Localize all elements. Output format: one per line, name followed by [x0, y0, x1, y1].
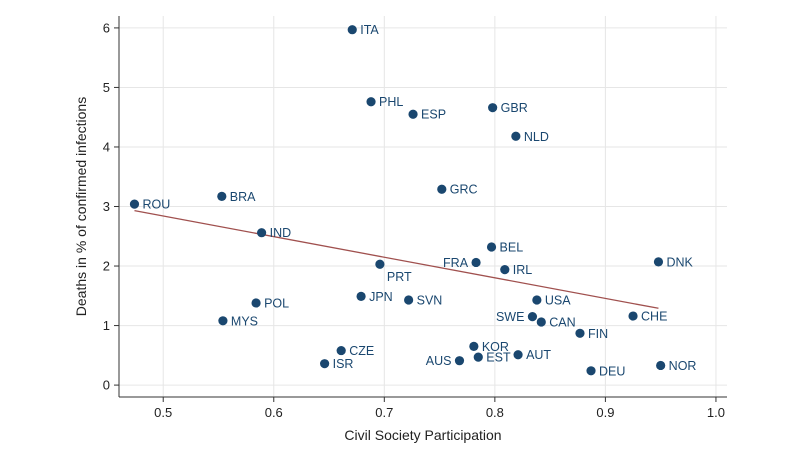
x-tick-label: 0.7 — [375, 405, 393, 420]
point-label: POL — [264, 296, 289, 310]
point-label: USA — [545, 293, 571, 307]
point-label: ESP — [421, 108, 446, 122]
data-point-pol — [251, 298, 261, 308]
point-label: AUT — [526, 348, 551, 362]
x-tick-label: 0.8 — [486, 405, 504, 420]
data-point-rou — [129, 199, 140, 209]
data-point-nld — [511, 131, 521, 141]
point-label: DNK — [666, 255, 693, 269]
y-tick-label: 5 — [103, 80, 110, 95]
y-tick-label: 6 — [103, 20, 110, 35]
data-point-can — [536, 317, 546, 327]
point-labels: ITA PHL ESP GBR NLD GRC ROU BRA IND BEL FRA PRT IRL D… — [142, 23, 696, 378]
x-axis-title: Civil Society Participation — [344, 427, 501, 443]
data-point-bel — [486, 242, 497, 252]
data-points — [129, 25, 666, 376]
data-point-fin — [575, 328, 585, 338]
y-tick-label: 2 — [103, 259, 110, 274]
point-label: ISR — [333, 357, 354, 371]
point-label: GRC — [450, 183, 478, 197]
point-label: ITA — [360, 23, 379, 37]
y-tick-label: 1 — [103, 318, 110, 333]
fit-line-group — [134, 210, 659, 309]
point-label: FIN — [588, 327, 608, 341]
point-label: KOR — [482, 340, 509, 354]
point-label: CAN — [549, 315, 575, 329]
data-point-bra — [217, 191, 227, 201]
point-label: BEL — [500, 240, 524, 254]
x-tick-label: 0.5 — [154, 405, 172, 420]
point-label: EST — [486, 351, 511, 365]
data-point-aut — [513, 350, 523, 360]
fit-line — [134, 210, 659, 309]
point-label: AUS — [426, 354, 452, 368]
point-label: PRT — [387, 270, 412, 284]
point-label: SWE — [496, 310, 524, 324]
point-label: NLD — [524, 130, 549, 144]
data-point-aus — [454, 356, 465, 366]
x-tick-label: 0.9 — [596, 405, 614, 420]
data-point-jpn — [356, 291, 366, 301]
point-label: DEU — [599, 364, 625, 378]
data-point-fra — [471, 257, 481, 268]
point-label: MYS — [231, 314, 258, 328]
data-point-esp — [408, 109, 418, 119]
data-point-swe — [527, 312, 538, 322]
point-label: IND — [270, 226, 292, 240]
point-label: NOR — [669, 359, 697, 373]
point-label: BRA — [230, 190, 256, 204]
data-point-che — [628, 311, 638, 321]
point-label: GBR — [501, 101, 528, 115]
data-point-ind — [257, 228, 267, 238]
data-point-grc — [437, 184, 447, 194]
data-point-usa — [532, 295, 542, 305]
point-label: JPN — [369, 290, 393, 304]
x-tick-label: 0.6 — [265, 405, 283, 420]
y-tick-label: 3 — [103, 199, 110, 214]
x-axis-ticks: 0.5 0.6 0.7 0.8 0.9 1.0 — [154, 397, 725, 420]
y-tick-label: 4 — [103, 139, 110, 154]
grid-lines — [119, 16, 727, 397]
point-label: ROU — [142, 198, 170, 212]
data-point-irl — [500, 265, 510, 275]
point-label: SVN — [417, 293, 443, 307]
data-point-svn — [404, 295, 414, 305]
data-point-dnk — [653, 257, 664, 267]
data-point-deu — [586, 366, 596, 376]
data-point-prt — [375, 259, 385, 269]
point-label: IRL — [513, 263, 533, 277]
data-point-isr — [320, 359, 330, 369]
data-point-nor — [656, 360, 666, 371]
data-point-mys — [218, 316, 228, 326]
y-axis-title: Deaths in % of confirmed infections — [73, 97, 89, 316]
point-label: PHL — [379, 95, 403, 109]
point-label: FRA — [443, 256, 469, 270]
data-point-kor — [469, 341, 479, 351]
y-axis-ticks: 0 1 2 3 4 5 6 — [103, 20, 119, 393]
y-tick-label: 0 — [103, 378, 110, 393]
data-point-gbr — [488, 103, 498, 113]
data-point-cze — [336, 345, 346, 356]
point-label: CZE — [349, 344, 374, 358]
data-point-phl — [366, 97, 376, 107]
data-point-est — [473, 352, 483, 362]
x-tick-label: 1.0 — [707, 405, 725, 420]
data-point-ita — [347, 25, 357, 35]
point-label: CHE — [641, 310, 667, 324]
